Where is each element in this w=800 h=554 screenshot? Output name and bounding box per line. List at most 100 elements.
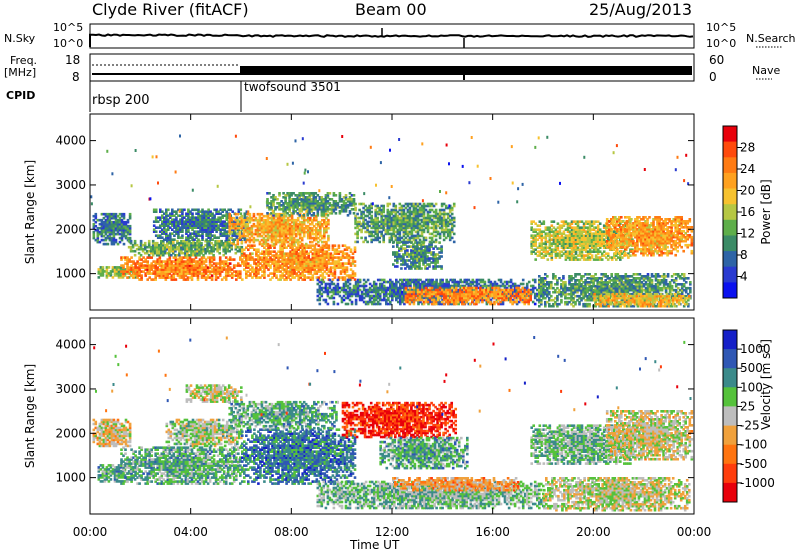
echo-cell-r2 [140, 274, 143, 277]
echo-cell-r3 [200, 242, 203, 245]
echo-cell-r4 [191, 212, 194, 215]
echo-cell-r4 [240, 212, 243, 215]
echo-cell-r8 [389, 203, 392, 206]
echo-cell-r7 [353, 212, 356, 215]
echo-cell-r2 [239, 270, 242, 273]
echo-cell-r2 [195, 256, 198, 259]
echo-cell-r8 [395, 205, 398, 208]
echo-cell-r6 [230, 231, 233, 234]
echo-cell-r5 [328, 244, 331, 247]
echo-cell-r2 [146, 260, 149, 263]
echo-cell-r2 [159, 256, 162, 259]
echo-cell-r6 [239, 231, 242, 234]
echo-cell-r4 [197, 238, 200, 241]
echo-cell-r8 [378, 241, 381, 244]
echo-cell-r6 [305, 243, 308, 246]
echo-cell-r9 [396, 265, 399, 268]
echo-cell-r3 [134, 254, 137, 257]
echo-cell-r6 [241, 215, 244, 218]
echo-cell-r3 [140, 254, 143, 257]
echo-cell-r8 [435, 203, 438, 206]
echo-cell-r6 [232, 243, 235, 246]
echo-cell-r7 [335, 194, 338, 197]
echo-cell-r2 [175, 278, 178, 281]
echo-cell-r2 [219, 256, 222, 259]
echo-cell-r5 [354, 260, 357, 263]
echo-cell-r5 [352, 256, 355, 259]
echo-cell-r7 [268, 192, 271, 195]
echo-cell-r8 [360, 237, 363, 240]
echo-cell-r8 [382, 205, 385, 208]
echo-cell-r8 [451, 213, 454, 216]
echo-cell-r5 [241, 278, 244, 281]
echo-cell-r4 [181, 234, 184, 237]
echo-cell-r4 [240, 209, 243, 212]
echo-cell-r6 [267, 243, 270, 246]
echo-cell-r7 [339, 192, 342, 195]
echo-cell-r0 [107, 243, 110, 246]
echo-cell-r5 [275, 274, 278, 277]
echo-cell-r2 [126, 276, 129, 279]
echo-cell-r3 [241, 246, 244, 249]
echo-cell-r8 [453, 241, 456, 244]
echo-cell-r9 [406, 241, 409, 244]
echo-cell-r8 [366, 241, 369, 244]
echo-cell-r7 [280, 214, 283, 217]
echo-cell-r4 [183, 209, 186, 212]
echo-cell-r3 [134, 240, 137, 243]
nsky-trace [90, 35, 693, 48]
echo-cell-r8 [453, 203, 456, 206]
echo-cell-r4 [167, 209, 170, 212]
echo-cell-r5 [354, 272, 357, 275]
echo-cell-r9 [406, 249, 409, 252]
echo-cell-r5 [350, 248, 353, 251]
echo-cell-r6 [327, 227, 330, 230]
echo-cell-r7 [302, 214, 305, 217]
echo-cell-r3 [218, 252, 221, 255]
echo-cell-r6 [327, 235, 330, 238]
echo-cell-r3 [144, 242, 147, 245]
echo-cell-r9 [398, 241, 401, 244]
echo-cell-r0 [129, 225, 132, 228]
echo-cell-r9 [392, 245, 395, 248]
echo-cell-r7 [345, 194, 348, 197]
echo-cell-r7 [313, 212, 316, 215]
freq-trace-late [240, 66, 692, 75]
echo-cell-r5 [324, 276, 327, 279]
echo-cell-r8 [453, 225, 456, 228]
echo-cell-r8 [354, 203, 357, 206]
echo-cell-r6 [301, 243, 304, 246]
echo-cell-r7 [335, 212, 338, 215]
echo-cell-r5 [354, 278, 357, 281]
echo-cell-r5 [338, 244, 341, 247]
echo-cell-r4 [236, 216, 239, 219]
echo-cell-r4 [155, 230, 158, 233]
echo-cell-r2 [233, 258, 236, 261]
echo-cell-r5 [253, 244, 256, 247]
echo-cell-r2 [150, 256, 153, 259]
echo-cell-r7 [353, 198, 356, 201]
echo-cell-r6 [253, 213, 256, 216]
echo-cell-r0 [129, 213, 132, 216]
echo-cell-r7 [353, 194, 356, 197]
echo-cell-r5 [346, 266, 349, 269]
echo-cell-r8 [356, 241, 359, 244]
echo-cell-r7 [298, 214, 301, 217]
echo-cell-r7 [329, 192, 332, 195]
echo-cell-r0 [95, 213, 98, 216]
echo-cell-r4 [173, 238, 176, 241]
echo-cell-r8 [453, 233, 456, 236]
echo-cell-r8 [425, 237, 428, 240]
echo-cell-r1 [102, 266, 105, 269]
echo-cell-r8 [356, 213, 359, 216]
echo-cell-r5 [354, 264, 357, 267]
echo-cell-r2 [213, 256, 216, 259]
echo-cell-r8 [370, 215, 373, 218]
echo-cell-r7 [278, 192, 281, 195]
echo-cell-r9 [392, 241, 395, 244]
radar-figure: 1000200030004000 Slant Range [km] 282420… [0, 0, 800, 554]
echo-cell-r6 [237, 213, 240, 216]
echo-cell-r2 [169, 256, 172, 259]
echo-cell-r0 [123, 243, 126, 246]
